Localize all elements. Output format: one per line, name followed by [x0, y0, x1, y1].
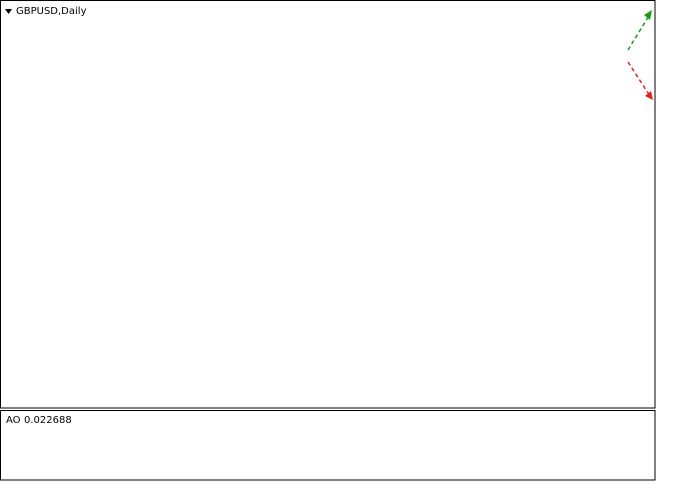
ao-title: AO: [6, 415, 21, 426]
arrow-head: [644, 10, 652, 20]
forecast-up-arrow: [627, 13, 651, 51]
chart-title: GBPUSD,Daily: [16, 6, 87, 17]
arrow-head: [645, 91, 653, 100]
main-frame: [0, 0, 656, 409]
ao-frame: [0, 410, 656, 481]
symbol-menu-icon: [5, 9, 12, 14]
ao-current: 0.022688: [24, 415, 72, 426]
